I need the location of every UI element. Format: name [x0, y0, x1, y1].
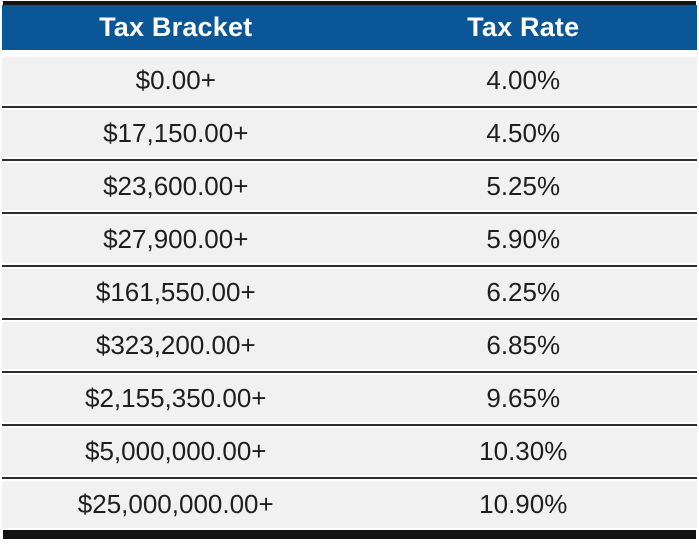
table-top-border — [3, 1, 696, 5]
tax-rate-cell: 4.50% — [486, 118, 561, 148]
tax-rate-cell: 6.85% — [486, 330, 561, 360]
table-row: $5,000,000.00+ 10.30% — [2, 428, 697, 475]
tax-rate-cell: 9.65% — [486, 383, 561, 413]
table-row: $23,600.00+ 5.25% — [2, 163, 697, 210]
tax-rate-cell: 10.90% — [479, 489, 568, 519]
row-divider — [2, 371, 697, 373]
tax-rate-cell: 10.30% — [479, 436, 568, 466]
row-divider — [2, 212, 697, 214]
tax-bracket-cell: $25,000,000.00+ — [77, 489, 274, 519]
tax-bracket-cell: $323,200.00+ — [95, 330, 256, 360]
row-divider — [2, 424, 697, 426]
table-body: $0.00+ 4.00% $17,150.00+ 4.50% $23,600.00+ 5.… — [2, 57, 697, 528]
tax-bracket-cell: $17,150.00+ — [103, 118, 249, 148]
tax-bracket-cell: $23,600.00+ — [103, 171, 249, 201]
tax-bracket-cell: $0.00+ — [135, 65, 216, 95]
table-row: $161,550.00+ 6.25% — [2, 269, 697, 316]
tax-bracket-cell: $27,900.00+ — [103, 224, 249, 254]
row-divider — [2, 159, 697, 161]
tax-rate-cell: 6.25% — [486, 277, 561, 307]
tax-bracket-cell: $2,155,350.00+ — [85, 383, 267, 413]
table-row: $0.00+ 4.00% — [2, 57, 697, 104]
row-divider — [2, 477, 697, 479]
tax-bracket-cell: $5,000,000.00+ — [85, 436, 267, 466]
tax-rate-cell: 5.90% — [486, 224, 561, 254]
table-row: $17,150.00+ 4.50% — [2, 110, 697, 157]
tax-rate-cell: 5.25% — [486, 171, 561, 201]
table-bottom-border — [3, 530, 696, 539]
column-header-tax-bracket: Tax Bracket — [99, 12, 253, 42]
table-row: $323,200.00+ 6.85% — [2, 322, 697, 369]
column-header-tax-rate: Tax Rate — [467, 12, 580, 42]
table-header-row: Tax Bracket Tax Rate — [2, 5, 697, 50]
table-row: $2,155,350.00+ 9.65% — [2, 375, 697, 422]
table-row: $27,900.00+ 5.90% — [2, 216, 697, 263]
row-divider — [2, 265, 697, 267]
table-row: $25,000,000.00+ 10.90% — [2, 481, 697, 528]
row-divider — [2, 318, 697, 320]
row-divider — [2, 106, 697, 108]
table-bottom-gap — [2, 528, 697, 530]
tax-rate-cell: 4.00% — [486, 65, 561, 95]
tax-bracket-cell: $161,550.00+ — [95, 277, 256, 307]
